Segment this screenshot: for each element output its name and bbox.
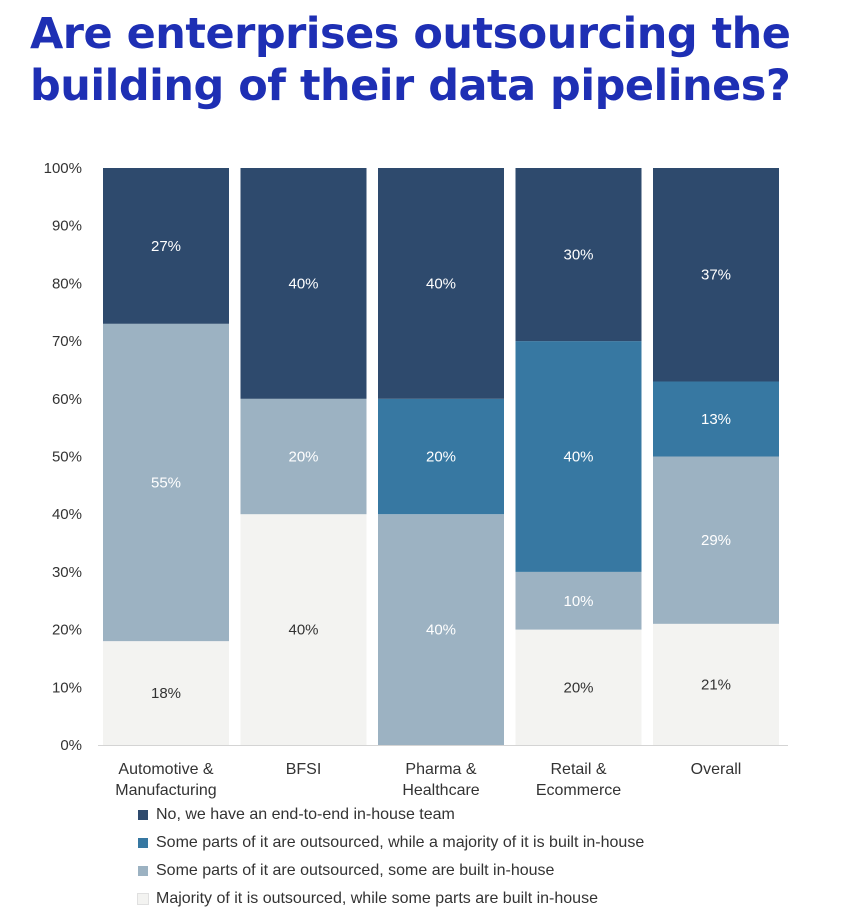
data-label: 20% bbox=[426, 449, 456, 466]
bar-segment bbox=[515, 629, 642, 745]
data-label: 40% bbox=[563, 449, 593, 466]
y-tick-label: 40% bbox=[52, 506, 82, 523]
bar-segment bbox=[515, 571, 642, 630]
chart-title-line-1: Are enterprises outsourcing the bbox=[30, 9, 791, 59]
legend-label: Some parts of it are outsourced, while a… bbox=[156, 834, 645, 851]
data-label: 40% bbox=[288, 622, 318, 639]
x-category-label: Healthcare bbox=[402, 782, 479, 799]
bar-segment bbox=[378, 168, 504, 399]
bar-segment bbox=[240, 398, 367, 515]
x-category-label: Ecommerce bbox=[536, 782, 621, 799]
legend-swatch bbox=[138, 810, 148, 820]
y-tick-label: 100% bbox=[44, 160, 82, 177]
y-tick-label: 20% bbox=[52, 622, 82, 639]
stacked-bar-chart: 0% 10% 20% 30% 40% 50% 60% 70% 80% 90% 100% 18% 55% 2… bbox=[44, 160, 788, 799]
bar-segment bbox=[378, 398, 504, 515]
bar-segment bbox=[653, 456, 779, 624]
y-tick-label: 0% bbox=[60, 737, 82, 754]
data-label: 27% bbox=[151, 238, 181, 255]
legend-label: No, we have an end-to-end in-house team bbox=[156, 806, 455, 823]
data-label: 13% bbox=[701, 411, 731, 428]
y-tick-label: 70% bbox=[52, 333, 82, 350]
bar-segment bbox=[515, 341, 642, 572]
x-category-label: BFSI bbox=[286, 761, 322, 778]
legend-item-some-majority: Some parts of it are outsourced, while a… bbox=[138, 830, 838, 856]
x-category-label: Retail & bbox=[550, 761, 606, 778]
chart-title: Are enterprises outsourcing the building… bbox=[30, 8, 860, 112]
bar-segment bbox=[653, 623, 779, 745]
x-category-label: Manufacturing bbox=[115, 782, 216, 799]
data-label: 18% bbox=[151, 685, 181, 702]
bar-segment bbox=[515, 168, 642, 342]
y-tick-label: 60% bbox=[52, 391, 82, 408]
data-label: 37% bbox=[701, 267, 731, 284]
bar-segment bbox=[103, 323, 229, 642]
bar-segment bbox=[240, 514, 367, 745]
legend-item-no-inhouse: No, we have an end-to-end in-house team bbox=[138, 802, 838, 828]
legend-swatch bbox=[138, 866, 148, 876]
chart-title-line-2: building of their data pipelines? bbox=[30, 61, 791, 111]
bar-segment bbox=[653, 168, 779, 382]
data-label: 21% bbox=[701, 676, 731, 693]
legend-item-majority-out: Majority of it is outsourced, while some… bbox=[137, 886, 838, 912]
y-tick-label: 10% bbox=[52, 679, 82, 696]
bar-segment bbox=[653, 381, 779, 457]
data-label: 30% bbox=[563, 247, 593, 264]
bar-segment bbox=[103, 168, 229, 324]
data-label: 20% bbox=[288, 449, 318, 466]
data-label: 10% bbox=[563, 593, 593, 610]
data-label: 55% bbox=[151, 474, 181, 491]
y-tick-label: 90% bbox=[52, 218, 82, 235]
data-label: 40% bbox=[426, 275, 456, 292]
data-label: 40% bbox=[288, 275, 318, 292]
data-label: 20% bbox=[563, 679, 593, 696]
legend-swatch bbox=[138, 838, 148, 848]
legend-item-some-some: Some parts of it are outsourced, some ar… bbox=[138, 858, 838, 884]
bar-segment bbox=[103, 641, 229, 745]
chart-legend: No, we have an end-to-end in-house team … bbox=[137, 802, 838, 914]
x-category-label: Automotive & bbox=[118, 761, 213, 778]
data-label: 40% bbox=[426, 622, 456, 639]
legend-label: Majority of it is outsourced, while some… bbox=[156, 890, 598, 907]
y-tick-label: 50% bbox=[52, 449, 82, 466]
data-label: 29% bbox=[701, 532, 731, 549]
x-category-label: Overall bbox=[691, 761, 742, 778]
bar-segment bbox=[378, 514, 504, 745]
y-tick-label: 30% bbox=[52, 564, 82, 581]
legend-swatch bbox=[137, 893, 149, 905]
y-tick-label: 80% bbox=[52, 275, 82, 292]
bar-segment bbox=[240, 168, 367, 399]
x-category-label: Pharma & bbox=[405, 761, 476, 778]
legend-label: Some parts of it are outsourced, some ar… bbox=[156, 862, 555, 879]
